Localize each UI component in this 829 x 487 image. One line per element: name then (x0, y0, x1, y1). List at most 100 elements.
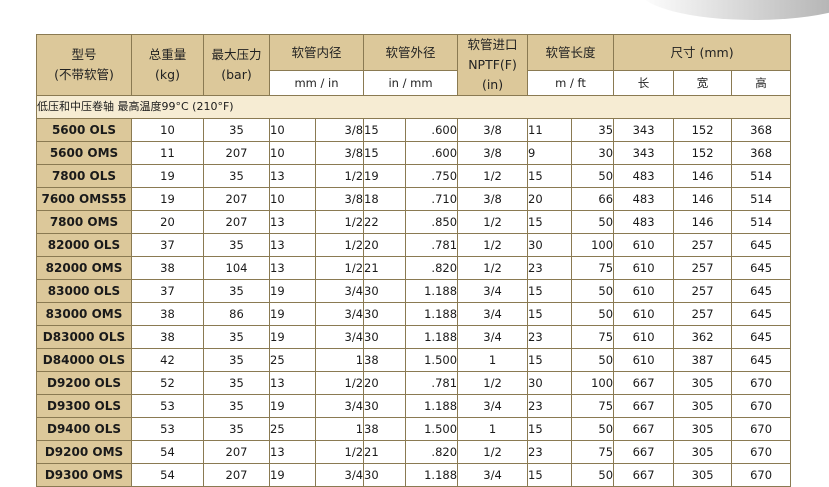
dim-height-cell: 670 (731, 394, 792, 418)
model-cell: D9400 OLS (36, 417, 132, 441)
table-row: 5600 OMS 11 207 10 3/8 15.600 3/8 9 30 343 152 368 (36, 141, 792, 165)
dim-height-cell: 645 (731, 325, 792, 349)
model-cell: 7600 OMS55 (36, 187, 132, 211)
inner-dia-in-cell: 3/4 (314, 463, 365, 487)
model-cell: D9300 OLS (36, 394, 132, 418)
outer-dia-a-cell: 20 (363, 233, 407, 257)
table-row: 82000 OMS 38 104 13 1/2 21.820 1/2 23 75 610 257 64… (36, 256, 792, 280)
inlet-cell: 1 (457, 348, 529, 372)
inner-dia-mm-cell: 13 (269, 371, 316, 395)
dim-height-cell: 670 (731, 440, 792, 464)
outer-dia-a-cell: 19 (363, 164, 407, 188)
header-length-units: m / ft (527, 70, 615, 96)
inlet-cell: 1 (457, 417, 529, 441)
length-m-cell: 23 (527, 440, 573, 464)
dim-width-cell: 152 (673, 118, 733, 142)
length-ft-cell: 75 (571, 325, 615, 349)
length-ft-cell: 100 (571, 371, 615, 395)
model-cell: 82000 OMS (36, 256, 132, 280)
dim-length-cell: 483 (613, 210, 675, 234)
weight-cell: 38 (131, 302, 204, 326)
dim-width-cell: 146 (673, 187, 733, 211)
outer-dia-a-cell: 18 (363, 187, 407, 211)
length-m-cell: 15 (527, 417, 573, 441)
dim-length-cell: 610 (613, 325, 675, 349)
header-width-dim: 宽 (673, 70, 733, 96)
model-cell: 83000 OMS (36, 302, 132, 326)
model-cell: 82000 OLS (36, 233, 132, 257)
table-row: D9400 OLS 53 35 25 1 38 1.500 1 15 50 667 305 670 (36, 417, 792, 441)
header-weight: 总重量 (kg) (131, 34, 204, 96)
outer-dia-b-cell: 1.188 (405, 394, 459, 418)
length-m-cell: 15 (527, 164, 573, 188)
table-row: 7600 OMS55 19 207 10 3/8 18.710 3/8 20 66 483 146 5… (36, 187, 792, 211)
dim-width-cell: 305 (673, 417, 733, 441)
dim-length-cell: 343 (613, 118, 675, 142)
header-inner-units: mm / in (268, 70, 365, 96)
outer-dia-b-cell: 1.188 (405, 325, 459, 349)
outer-dia-a-cell: 30 (363, 279, 407, 303)
length-m-cell: 20 (527, 187, 573, 211)
inner-dia-mm-cell: 19 (269, 394, 316, 418)
dim-length-cell: 610 (613, 233, 675, 257)
model-cell: 5600 OMS (36, 141, 132, 165)
inlet-cell: 1/2 (457, 164, 529, 188)
dim-height-cell: 514 (731, 210, 792, 234)
inlet-cell: 3/4 (457, 325, 529, 349)
dim-length-cell: 667 (613, 417, 675, 441)
inner-dia-in-cell: 3/8 (314, 187, 365, 211)
pressure-cell: 35 (203, 279, 270, 303)
outer-dia-a-cell: 30 (363, 302, 407, 326)
hose-reel-spec-table: 型号 (不带软管) 总重量 (kg) 最大压力 (bar) 软管内径 软管外径 … (35, 33, 792, 487)
header-inlet: 软管进口 NPTF(F) (in) (457, 34, 529, 96)
pressure-cell: 35 (203, 394, 270, 418)
inner-dia-mm-cell: 10 (269, 187, 316, 211)
dim-width-cell: 257 (673, 256, 733, 280)
pressure-cell: 35 (203, 348, 270, 372)
length-ft-cell: 50 (571, 279, 615, 303)
outer-dia-a-cell: 15 (363, 118, 407, 142)
inner-dia-mm-cell: 10 (269, 118, 316, 142)
weight-cell: 38 (131, 256, 204, 280)
dim-height-cell: 670 (731, 463, 792, 487)
dim-width-cell: 152 (673, 141, 733, 165)
outer-dia-a-cell: 30 (363, 325, 407, 349)
outer-dia-b-cell: 1.188 (405, 463, 459, 487)
dim-height-cell: 645 (731, 233, 792, 257)
pressure-cell: 207 (203, 210, 270, 234)
dim-width-cell: 257 (673, 233, 733, 257)
table-row: 5600 OLS 10 35 10 3/8 15.600 3/8 11 35 343 152 368 (36, 118, 792, 142)
temperature-note: 低压和中压卷轴 最高温度99°C (210°F) (35, 95, 792, 119)
inner-dia-in-cell: 3/8 (314, 118, 365, 142)
weight-cell: 19 (131, 187, 204, 211)
dim-width-cell: 257 (673, 302, 733, 326)
weight-cell: 52 (131, 371, 204, 395)
pressure-cell: 207 (203, 463, 270, 487)
outer-dia-a-cell: 15 (363, 141, 407, 165)
pressure-cell: 207 (203, 141, 270, 165)
inner-dia-in-cell: 1/2 (314, 164, 365, 188)
length-ft-cell: 75 (571, 394, 615, 418)
weight-cell: 11 (131, 141, 204, 165)
length-ft-cell: 50 (571, 417, 615, 441)
model-cell: D9200 OMS (36, 440, 132, 464)
pressure-cell: 207 (203, 187, 270, 211)
dim-height-cell: 645 (731, 279, 792, 303)
table-row: 82000 OLS 37 35 13 1/2 20.781 1/2 30 100 610 257 64… (36, 233, 792, 257)
inlet-cell: 3/4 (457, 302, 529, 326)
length-m-cell: 23 (527, 325, 573, 349)
inner-dia-in-cell: 3/4 (314, 279, 365, 303)
dim-length-cell: 667 (613, 463, 675, 487)
length-ft-cell: 50 (571, 463, 615, 487)
weight-cell: 54 (131, 440, 204, 464)
pressure-cell: 86 (203, 302, 270, 326)
outer-dia-b-cell: .710 (405, 187, 459, 211)
length-ft-cell: 35 (571, 118, 615, 142)
model-cell: D9300 OMS (36, 463, 132, 487)
dim-width-cell: 305 (673, 371, 733, 395)
outer-dia-b-cell: .600 (405, 118, 459, 142)
length-ft-cell: 75 (571, 256, 615, 280)
inner-dia-in-cell: 1 (314, 348, 365, 372)
table-row: D9300 OMS 54 207 19 3/4 30 1.188 3/4 15 50 667 305 6… (36, 463, 792, 487)
dim-width-cell: 146 (673, 164, 733, 188)
